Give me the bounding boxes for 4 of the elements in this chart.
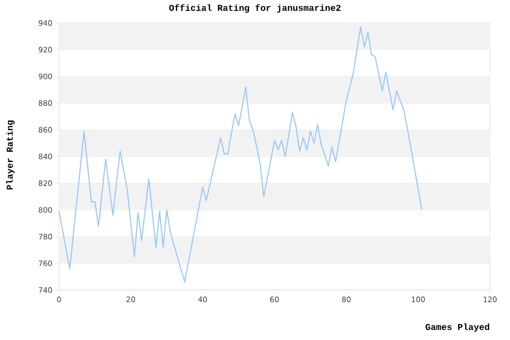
line-series [58, 26, 422, 283]
chart-title: Official Rating for janusmarine2 [169, 4, 341, 13]
y-axis-title: Player Rating [6, 120, 15, 190]
x-axis-title: Games Played [426, 323, 490, 332]
